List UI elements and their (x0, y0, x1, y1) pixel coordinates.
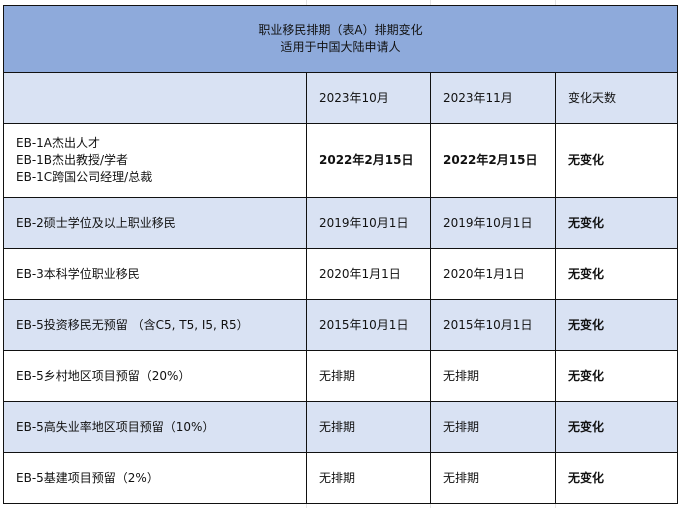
oct-cell: 2015年10月1日 (306, 299, 431, 351)
header-category (3, 72, 307, 124)
nov-cell: 2020年1月1日 (430, 248, 556, 300)
nov-cell: 无排期 (430, 350, 556, 402)
oct-cell: 2020年1月1日 (306, 248, 431, 300)
category-line: EB-1C跨国公司经理/总裁 (16, 170, 153, 184)
category-cell: EB-2硕士学位及以上职业移民 (3, 197, 307, 249)
change-cell: 无变化 (555, 299, 678, 351)
oct-cell: 2022年2月15日 (306, 123, 431, 198)
table-row: EB-3本科学位职业移民 2020年1月1日 2020年1月1日 无变化 (3, 248, 678, 300)
change-cell: 无变化 (555, 350, 678, 402)
nov-cell: 无排期 (430, 401, 556, 453)
category-cell: EB-3本科学位职业移民 (3, 248, 307, 300)
oct-cell: 无排期 (306, 401, 431, 453)
change-cell: 无变化 (555, 401, 678, 453)
title-row: 职业移民排期（表A）排期变化 适用于中国大陆申请人 (3, 5, 678, 73)
oct-cell: 2019年10月1日 (306, 197, 431, 249)
table-row: EB-5高失业率地区项目预留（10%） 无排期 无排期 无变化 (3, 401, 678, 453)
nov-cell: 2022年2月15日 (430, 123, 556, 198)
oct-cell: 无排期 (306, 452, 431, 504)
table-row: EB-5投资移民无预留 （含C5, T5, I5, R5） 2015年10月1日… (3, 299, 678, 351)
table-row: EB-5乡村地区项目预留（20%） 无排期 无排期 无变化 (3, 350, 678, 402)
category-cell: EB-1A杰出人才 EB-1B杰出教授/学者 EB-1C跨国公司经理/总裁 (3, 123, 307, 198)
category-cell: EB-5基建项目预留（2%） (3, 452, 307, 504)
title-line2: 适用于中国大陆申请人 (280, 40, 401, 54)
header-change: 变化天数 (555, 72, 678, 124)
table-row: EB-1A杰出人才 EB-1B杰出教授/学者 EB-1C跨国公司经理/总裁 20… (3, 123, 678, 198)
change-cell: 无变化 (555, 452, 678, 504)
nov-cell: 2015年10月1日 (430, 299, 556, 351)
category-line: EB-1B杰出教授/学者 (16, 153, 129, 167)
category-line: EB-1A杰出人才 (16, 136, 100, 150)
category-cell: EB-5乡村地区项目预留（20%） (3, 350, 307, 402)
title-line1: 职业移民排期（表A）排期变化 (258, 23, 423, 37)
table-row: EB-2硕士学位及以上职业移民 2019年10月1日 2019年10月1日 无变… (3, 197, 678, 249)
header-nov: 2023年11月 (430, 72, 556, 124)
nov-cell: 无排期 (430, 452, 556, 504)
category-cell: EB-5投资移民无预留 （含C5, T5, I5, R5） (3, 299, 307, 351)
category-cell: EB-5高失业率地区项目预留（10%） (3, 401, 307, 453)
oct-cell: 无排期 (306, 350, 431, 402)
header-row: 2023年10月 2023年11月 变化天数 (3, 72, 678, 124)
nov-cell: 2019年10月1日 (430, 197, 556, 249)
visa-bulletin-table: 职业移民排期（表A）排期变化 适用于中国大陆申请人 2023年10月 2023年… (3, 5, 678, 504)
change-cell: 无变化 (555, 248, 678, 300)
change-cell: 无变化 (555, 197, 678, 249)
table-row: EB-5基建项目预留（2%） 无排期 无排期 无变化 (3, 452, 678, 504)
header-oct: 2023年10月 (306, 72, 431, 124)
table-title: 职业移民排期（表A）排期变化 适用于中国大陆申请人 (3, 5, 678, 73)
change-cell: 无变化 (555, 123, 678, 198)
